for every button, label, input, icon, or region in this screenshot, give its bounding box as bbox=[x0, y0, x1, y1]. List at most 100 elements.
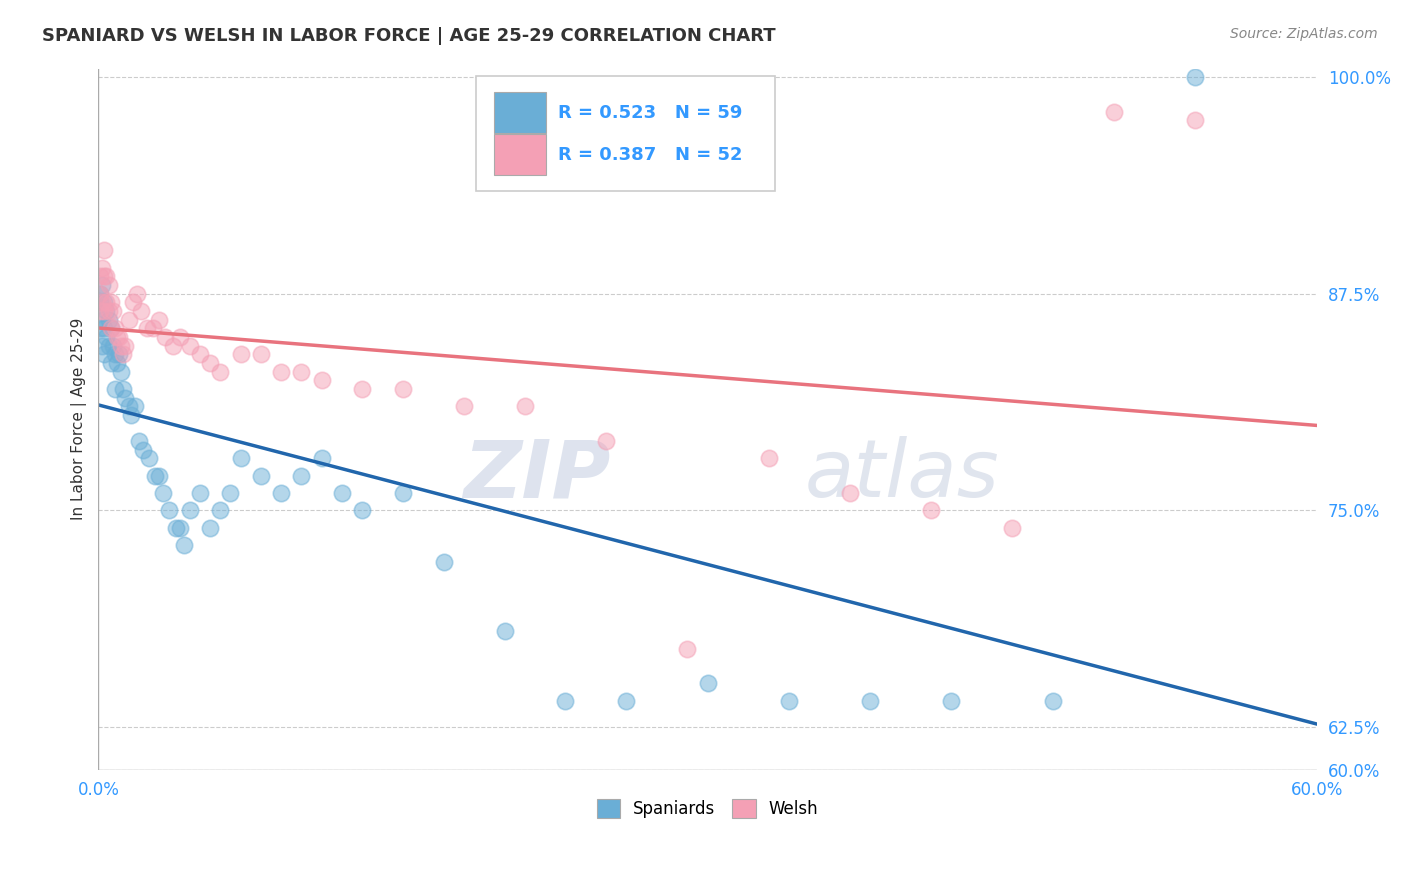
Point bbox=[93, 295, 115, 310]
Point bbox=[107, 330, 129, 344]
Point bbox=[89, 286, 111, 301]
Point bbox=[91, 338, 114, 352]
Point bbox=[859, 694, 882, 708]
Text: R = 0.387   N = 52: R = 0.387 N = 52 bbox=[558, 145, 742, 164]
Point bbox=[290, 468, 312, 483]
Point bbox=[93, 321, 115, 335]
Point bbox=[270, 365, 292, 379]
Point bbox=[352, 503, 374, 517]
Point bbox=[96, 269, 118, 284]
Point bbox=[392, 382, 415, 396]
Point bbox=[155, 330, 177, 344]
Point bbox=[100, 295, 122, 310]
Point bbox=[96, 295, 118, 310]
Point bbox=[124, 399, 146, 413]
Point bbox=[920, 503, 942, 517]
Point bbox=[1102, 104, 1125, 119]
Point bbox=[330, 486, 353, 500]
Point bbox=[554, 694, 576, 708]
Point bbox=[758, 451, 780, 466]
Point bbox=[89, 286, 111, 301]
Point bbox=[91, 278, 114, 293]
Point bbox=[105, 330, 128, 344]
Point bbox=[89, 269, 111, 284]
Point bbox=[104, 321, 127, 335]
Point bbox=[111, 382, 134, 396]
Y-axis label: In Labor Force | Age 25-29: In Labor Force | Age 25-29 bbox=[72, 318, 87, 520]
Point bbox=[93, 244, 115, 258]
Point bbox=[89, 304, 111, 318]
Point bbox=[219, 486, 242, 500]
Point bbox=[229, 451, 252, 466]
Point bbox=[188, 347, 211, 361]
Point bbox=[453, 399, 475, 413]
Point bbox=[198, 356, 221, 370]
Point bbox=[696, 676, 718, 690]
Point bbox=[616, 694, 638, 708]
Point bbox=[433, 555, 456, 569]
FancyBboxPatch shape bbox=[495, 92, 546, 134]
Point bbox=[91, 312, 114, 326]
Point bbox=[311, 373, 333, 387]
Point bbox=[97, 338, 120, 352]
Point bbox=[91, 260, 114, 275]
Text: SPANIARD VS WELSH IN LABOR FORCE | AGE 25-29 CORRELATION CHART: SPANIARD VS WELSH IN LABOR FORCE | AGE 2… bbox=[42, 27, 776, 45]
Point bbox=[101, 304, 124, 318]
Point bbox=[198, 520, 221, 534]
FancyBboxPatch shape bbox=[495, 134, 546, 176]
Point bbox=[129, 304, 152, 318]
Point bbox=[173, 538, 195, 552]
Point bbox=[143, 468, 166, 483]
Point bbox=[209, 365, 232, 379]
Text: R = 0.523   N = 59: R = 0.523 N = 59 bbox=[558, 103, 742, 121]
Point bbox=[778, 694, 800, 708]
Text: Source: ZipAtlas.com: Source: ZipAtlas.com bbox=[1230, 27, 1378, 41]
Point bbox=[101, 338, 124, 352]
Point bbox=[100, 321, 122, 335]
Point bbox=[494, 624, 516, 639]
Point bbox=[114, 338, 136, 352]
Text: atlas: atlas bbox=[806, 436, 1000, 515]
Point bbox=[1184, 70, 1206, 85]
Point bbox=[229, 347, 252, 361]
Point bbox=[118, 399, 141, 413]
Point bbox=[179, 503, 201, 517]
Point bbox=[118, 312, 141, 326]
Point bbox=[96, 330, 118, 344]
Text: ZIP: ZIP bbox=[463, 436, 610, 515]
Point bbox=[107, 347, 129, 361]
Point bbox=[148, 312, 170, 326]
Point bbox=[100, 321, 122, 335]
Point bbox=[169, 520, 191, 534]
Point bbox=[104, 347, 127, 361]
FancyBboxPatch shape bbox=[477, 76, 775, 191]
Point bbox=[100, 356, 122, 370]
Point bbox=[169, 330, 191, 344]
Point bbox=[1042, 694, 1064, 708]
Point bbox=[148, 468, 170, 483]
Point bbox=[111, 347, 134, 361]
Point bbox=[128, 434, 150, 448]
Point bbox=[114, 391, 136, 405]
Point bbox=[250, 468, 273, 483]
Point bbox=[110, 338, 132, 352]
Legend: Spaniards, Welsh: Spaniards, Welsh bbox=[591, 792, 825, 825]
Point bbox=[311, 451, 333, 466]
Point bbox=[941, 694, 963, 708]
Point bbox=[513, 399, 536, 413]
Point bbox=[89, 321, 111, 335]
Point bbox=[1184, 113, 1206, 128]
Point bbox=[165, 520, 187, 534]
Point bbox=[250, 347, 273, 361]
Point bbox=[352, 382, 374, 396]
Point bbox=[122, 295, 145, 310]
Point bbox=[104, 382, 127, 396]
Point bbox=[93, 304, 115, 318]
Point bbox=[142, 321, 165, 335]
Point bbox=[152, 486, 174, 500]
Point bbox=[162, 338, 184, 352]
Point bbox=[97, 312, 120, 326]
Point bbox=[392, 486, 415, 500]
Point bbox=[93, 347, 115, 361]
Point bbox=[125, 286, 148, 301]
